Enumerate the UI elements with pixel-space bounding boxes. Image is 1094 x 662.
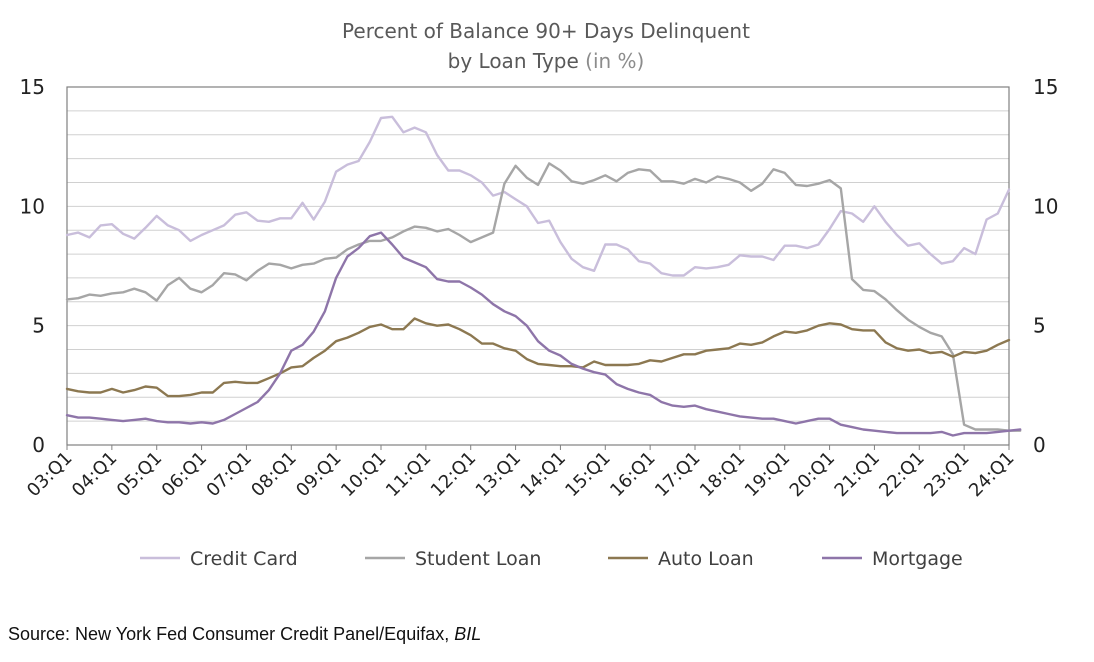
x-tick-label: 18:Q1: [696, 448, 749, 501]
chart-title: Percent of Balance 90+ Days Delinquent: [342, 19, 750, 43]
y-axis-right: 0 5 10 15: [1033, 75, 1058, 457]
y-tick-label-right: 10: [1033, 194, 1058, 218]
x-tick-label: 12:Q1: [427, 448, 480, 501]
source-text: Source: New York Fed Consumer Credit Pan…: [8, 624, 455, 644]
x-tick-label: 05:Q1: [113, 448, 166, 501]
gridlines: [67, 110, 1009, 422]
chart-subtitle-text: by Loan Type: [448, 49, 579, 73]
chart: Percent of Balance 90+ Days Delinquent b…: [20, 19, 1059, 570]
x-tick-label: 13:Q1: [472, 448, 525, 501]
y-tick-label-left: 5: [32, 314, 45, 338]
x-tick-label: 15:Q1: [561, 448, 614, 501]
x-tick-label: 20:Q1: [786, 448, 839, 501]
x-tick-label: 03:Q1: [23, 448, 76, 501]
x-tick-label: 22:Q1: [875, 448, 928, 501]
x-tick-label: 23:Q1: [920, 448, 973, 501]
x-tick-label: 17:Q1: [651, 448, 704, 501]
y-tick-label-right: 0: [1033, 433, 1046, 457]
series-lines: [65, 115, 1022, 437]
legend: Credit Card Student Loan Auto Loan Mortgage: [140, 548, 963, 570]
series-line-student-loan: [65, 162, 1022, 432]
y-axis-left: 0 5 10 15: [20, 75, 45, 457]
legend-label: Mortgage: [872, 548, 963, 570]
legend-label: Credit Card: [190, 548, 298, 570]
x-tick-label: 09:Q1: [292, 448, 345, 501]
x-tick-label: 14:Q1: [517, 448, 570, 501]
source-italic: BIL: [454, 624, 482, 644]
y-tick-label-left: 10: [20, 194, 45, 218]
series-line-mortgage: [65, 231, 1022, 437]
chart-unit: (in %): [585, 49, 644, 73]
x-tick-label: 16:Q1: [606, 448, 659, 501]
chart-subtitle: by Loan Type (in %): [448, 49, 645, 73]
x-tick-label: 08:Q1: [247, 448, 300, 501]
x-tick-label: 21:Q1: [831, 448, 884, 501]
x-tick-label: 11:Q1: [382, 448, 435, 501]
series-line-credit-card: [65, 115, 1011, 277]
y-tick-label-right: 15: [1033, 75, 1058, 99]
x-tick-label: 10:Q1: [337, 448, 390, 501]
y-tick-label-left: 0: [32, 433, 45, 457]
plot-frame: [66, 86, 1010, 446]
legend-label: Auto Loan: [658, 548, 754, 570]
series-line-auto-loan: [65, 317, 1011, 398]
legend-label: Student Loan: [415, 548, 541, 570]
source-note: Source: New York Fed Consumer Credit Pan…: [8, 624, 481, 645]
y-tick-label-left: 15: [20, 75, 45, 99]
x-tick-label: 06:Q1: [158, 448, 211, 501]
x-tick-label: 07:Q1: [203, 448, 256, 501]
x-tick-label: 19:Q1: [741, 448, 794, 501]
x-tick-label: 04:Q1: [68, 448, 121, 501]
x-axis: 03:Q104:Q105:Q106:Q107:Q108:Q109:Q110:Q1…: [23, 445, 1019, 501]
x-tick-label: 24:Q1: [965, 448, 1018, 501]
y-tick-label-right: 5: [1033, 314, 1046, 338]
